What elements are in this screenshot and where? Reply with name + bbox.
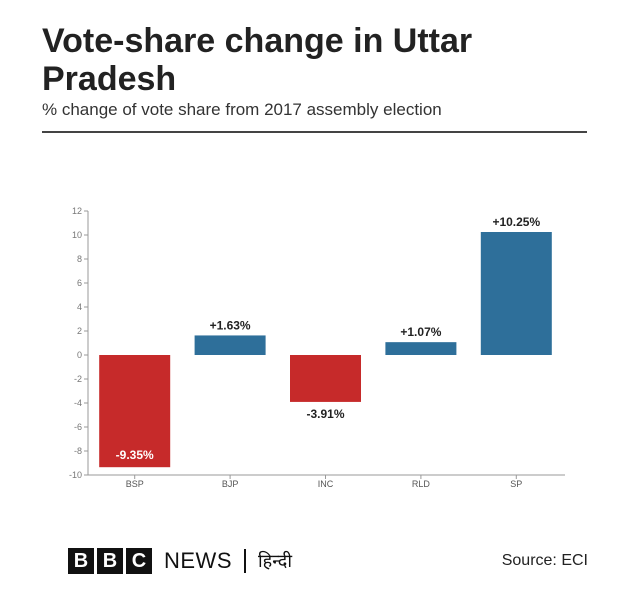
- bar-bjp: [194, 335, 266, 355]
- y-tick-label: -2: [74, 374, 82, 384]
- x-tick-label-bsp: BSP: [126, 479, 144, 489]
- y-tick-label: -6: [74, 422, 82, 432]
- y-tick-label: 2: [77, 326, 82, 336]
- data-label-rld: +1.07%: [400, 325, 441, 339]
- news-wordmark: NEWS: [164, 548, 232, 573]
- bar-bsp: [99, 355, 171, 468]
- y-tick-label: 0: [77, 350, 82, 360]
- y-tick-label: -10: [69, 470, 82, 480]
- y-tick-label: -4: [74, 398, 82, 408]
- title-divider: [42, 131, 587, 133]
- data-label-inc: -3.91%: [306, 407, 344, 421]
- data-label-bjp: +1.63%: [210, 318, 251, 332]
- source-credit: Source: ECI: [501, 552, 588, 569]
- bbc-logo-letter-c: C: [126, 548, 152, 574]
- bar-inc: [290, 355, 361, 402]
- bbc-logo-letter-b1: B: [68, 548, 94, 574]
- data-label-bsp: -9.35%: [116, 448, 154, 462]
- hindi-wordmark: हिन्दी: [258, 551, 293, 572]
- x-tick-label-rld: RLD: [412, 479, 431, 489]
- y-tick-label: 4: [77, 302, 82, 312]
- bar-sp: [480, 232, 552, 355]
- logo-divider: [244, 549, 246, 573]
- y-tick-label: 6: [77, 278, 82, 288]
- y-tick-label: 10: [72, 230, 82, 240]
- y-tick-label: -8: [74, 446, 82, 456]
- chart-subtitle: % change of vote share from 2017 assembl…: [42, 100, 442, 119]
- chart-title: Vote-share change in Uttar Pradesh: [42, 22, 473, 98]
- bbc-news-hindi-logo: B B C NEWS हिन्दी: [68, 548, 292, 574]
- bbc-logo-letter-b2: B: [97, 548, 123, 574]
- y-tick-label: 8: [77, 254, 82, 264]
- x-tick-label-sp: SP: [510, 479, 522, 489]
- x-tick-label-bjp: BJP: [222, 479, 239, 489]
- bar-rld: [385, 342, 457, 355]
- x-tick-label-inc: INC: [318, 479, 334, 489]
- data-label-sp: +10.25%: [492, 215, 540, 229]
- y-tick-label: 12: [72, 206, 82, 216]
